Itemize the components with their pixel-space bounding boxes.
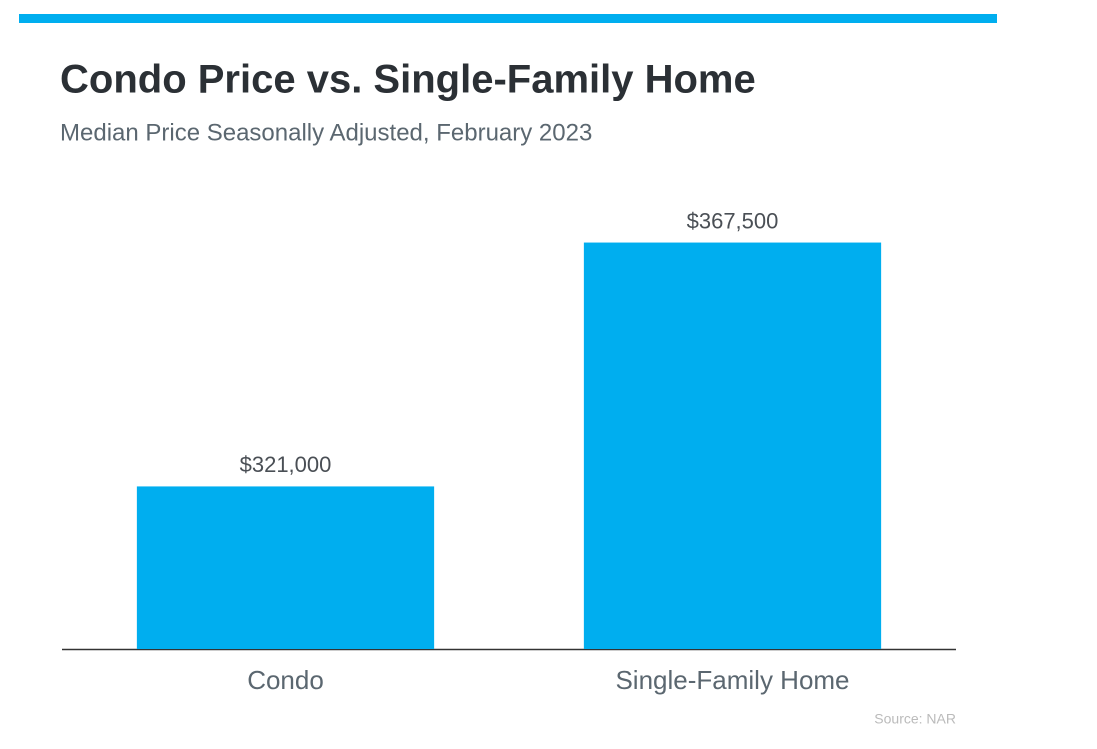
chart-subtitle: Median Price Seasonally Adjusted, Februa… [60, 119, 592, 146]
x-tick-label: Single-Family Home [615, 665, 849, 695]
chart-title: Condo Price vs. Single-Family Home [60, 58, 756, 102]
top-stripe [19, 14, 997, 23]
x-tick-label: Condo [247, 665, 324, 695]
bar [583, 242, 882, 650]
source-note: Source: NAR [874, 711, 956, 727]
bar [136, 486, 435, 649]
value-label: $367,500 [687, 208, 779, 233]
value-label: $321,000 [240, 452, 332, 477]
